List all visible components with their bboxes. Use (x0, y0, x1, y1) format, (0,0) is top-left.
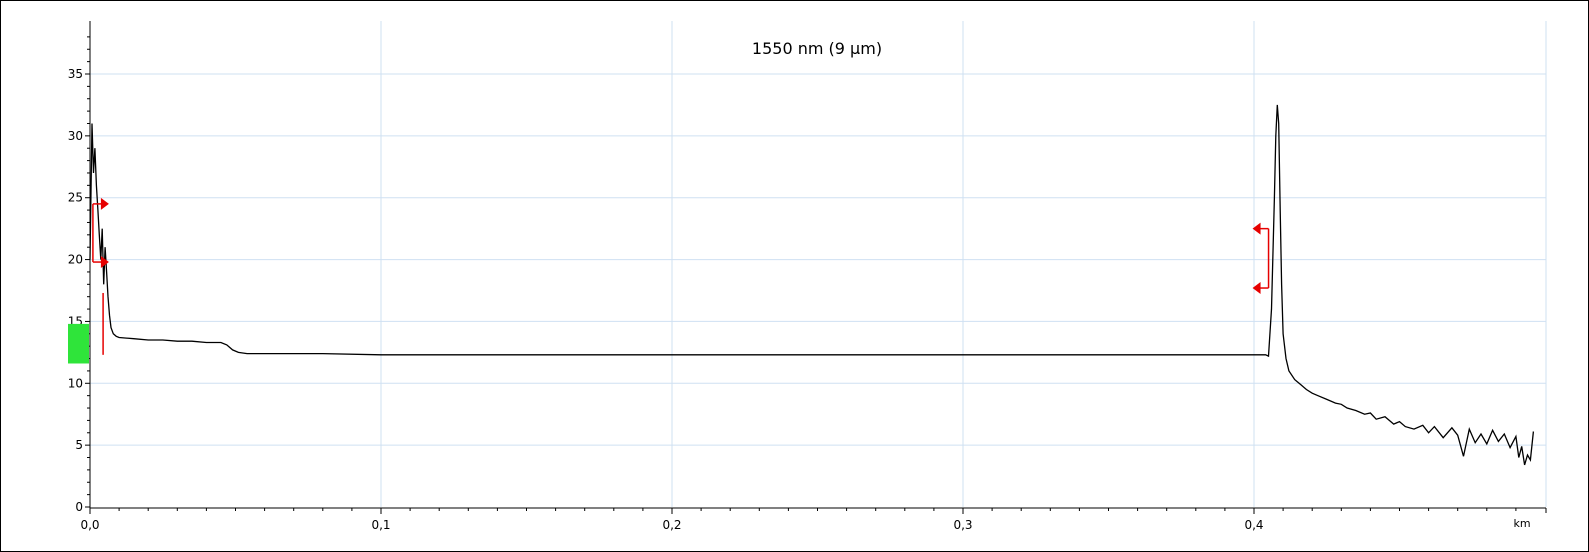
launch-indicator (68, 323, 89, 364)
x-tick-label: 0,4 (1244, 518, 1263, 532)
y-tick-label: 0 (75, 500, 83, 514)
trace-line (89, 104, 1535, 466)
y-tick-label: 30 (68, 129, 83, 143)
event-arrow-right-icon[interactable] (100, 197, 109, 210)
event-arrow-left-icon[interactable] (1252, 282, 1261, 295)
chart-title: 1550 nm (9 µm) (752, 39, 882, 58)
y-tick-label: 35 (68, 67, 83, 81)
launch-indicator-box[interactable] (68, 323, 89, 364)
x-tick-label: 0,1 (371, 518, 390, 532)
axes (89, 21, 1546, 509)
event-arrow-left-icon[interactable] (1252, 222, 1261, 235)
y-tick-label: 20 (68, 253, 83, 267)
y-tick-label: 10 (68, 376, 83, 390)
y-tick-label: 25 (68, 191, 83, 205)
trace-series (89, 104, 1535, 466)
y-tick-label: 5 (75, 438, 83, 452)
x-tick-label: 0,3 (953, 518, 972, 532)
x-axis-unit-label: km (1513, 517, 1530, 530)
x-tick-label: 0,2 (662, 518, 681, 532)
grid-lines (90, 21, 1547, 507)
event-arrow-right-icon[interactable] (100, 256, 109, 269)
x-tick-label: 0,0 (80, 518, 99, 532)
event-markers[interactable] (92, 197, 1270, 355)
